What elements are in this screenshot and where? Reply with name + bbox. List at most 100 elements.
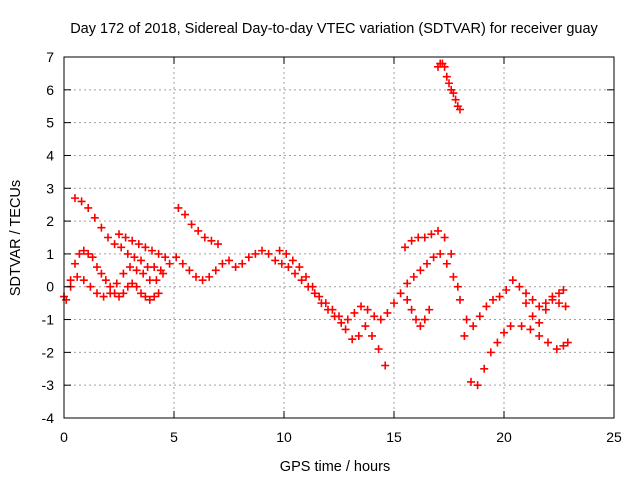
data-point [244, 253, 253, 262]
y-tick-label: 6 [46, 82, 54, 98]
data-point [376, 315, 385, 324]
data-point [561, 302, 570, 311]
data-point [271, 256, 280, 265]
data-point [420, 233, 429, 242]
data-point [541, 299, 550, 308]
data-point [528, 295, 537, 304]
y-tick-label: 5 [46, 115, 54, 131]
data-point [295, 263, 304, 272]
data-point [535, 302, 544, 311]
series-trace-d [115, 230, 170, 262]
data-point [277, 259, 286, 268]
data-point [104, 233, 112, 242]
data-point [440, 233, 449, 242]
data-point [251, 249, 260, 258]
data-point [453, 282, 462, 291]
data-point [150, 263, 159, 272]
data-point [462, 315, 471, 324]
data-point [214, 240, 222, 249]
y-tick-label: 4 [46, 147, 54, 163]
data-point [416, 322, 425, 331]
data-point [97, 223, 106, 232]
data-point [370, 312, 379, 321]
data-point [73, 272, 82, 281]
data-point [145, 295, 154, 304]
series-trace-g [401, 226, 515, 390]
data-point [390, 299, 398, 308]
data-point [88, 253, 97, 262]
data-point [297, 276, 306, 285]
data-point [84, 203, 93, 212]
data-point [341, 325, 350, 334]
data-point [101, 276, 110, 285]
data-point [291, 269, 299, 278]
data-point [515, 282, 524, 291]
y-tick-label: 0 [46, 279, 54, 295]
data-point [475, 312, 484, 321]
data-point [123, 249, 132, 258]
data-point [275, 246, 284, 255]
data-point [508, 276, 517, 285]
y-tick-label: 3 [46, 180, 54, 196]
data-point [154, 249, 163, 258]
data-point [132, 266, 141, 275]
data-point [178, 259, 187, 268]
series-trace-b [71, 194, 165, 275]
data-point [420, 315, 429, 324]
data-point [93, 289, 101, 298]
data-point [563, 338, 572, 347]
data-point [148, 246, 156, 255]
data-point [106, 282, 115, 291]
x-tick-label: 10 [276, 429, 292, 445]
data-point [123, 282, 132, 291]
data-point [121, 233, 130, 242]
data-point [374, 345, 383, 354]
y-tick-label: 2 [46, 213, 54, 229]
data-point [110, 240, 119, 249]
data-point [456, 295, 464, 304]
data-point [198, 276, 207, 285]
data-point [502, 286, 511, 295]
data-point [185, 266, 194, 275]
data-point [308, 282, 317, 291]
data-point [97, 269, 106, 278]
data-point [343, 315, 352, 324]
data-point [119, 289, 128, 298]
grid [64, 57, 614, 418]
data-point [423, 259, 431, 268]
series-trace-j [517, 322, 572, 354]
data-point [528, 312, 537, 321]
data-point [119, 269, 128, 278]
y-tick-label: -1 [42, 312, 55, 328]
data-point [77, 197, 86, 206]
data-point [321, 299, 330, 308]
data-point [363, 305, 372, 314]
data-point [205, 272, 214, 281]
data-point [315, 292, 324, 301]
data-point [328, 305, 337, 314]
series-trace-i [403, 295, 434, 331]
plot-frame [63, 56, 615, 419]
data-point [302, 272, 310, 281]
data-point [482, 302, 491, 311]
data-point [141, 243, 150, 252]
data-point [350, 308, 359, 317]
data-point [134, 240, 143, 249]
y-tick-label: 7 [46, 49, 54, 65]
data-point [154, 289, 163, 298]
data-point [522, 289, 530, 298]
y-tick-label: 1 [46, 246, 54, 262]
data-point [403, 279, 412, 288]
y-axis-label: SDTVAR / TECUs [8, 180, 24, 296]
data-point [535, 318, 544, 327]
data-point [407, 305, 416, 314]
data-point [71, 194, 79, 203]
data-point [555, 289, 563, 298]
data-point [156, 266, 165, 275]
data-point [412, 315, 420, 324]
data-point [86, 282, 95, 291]
data-point [75, 249, 84, 258]
data-point [132, 282, 141, 291]
data-point [559, 286, 568, 295]
